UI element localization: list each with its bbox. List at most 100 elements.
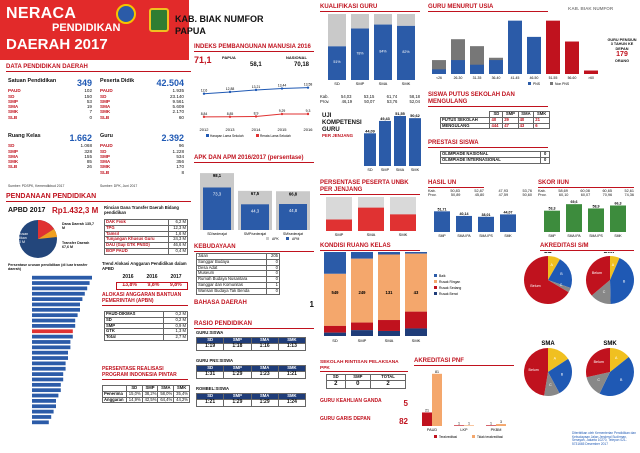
kualifikasi-value: 51% xyxy=(333,60,341,64)
pnf-value: 1 xyxy=(468,421,470,425)
guru-total: 2.392 xyxy=(161,133,184,143)
rasio-head: SMK xyxy=(277,393,307,400)
pie-slice xyxy=(599,357,634,396)
stat-label: SMA xyxy=(8,153,19,159)
ipm-value: 58,1 xyxy=(250,62,262,68)
kualifikasi-bar-high xyxy=(328,46,346,80)
ulang-value: 47 xyxy=(502,122,519,130)
score-value: 44,07 xyxy=(504,210,513,214)
score-bar xyxy=(456,215,472,232)
stat-value: 60 xyxy=(178,114,184,120)
kualifikasi-title: KUALIFIKASI GURU xyxy=(320,4,420,12)
stat-row: SD 150 xyxy=(8,94,92,99)
kualifikasi-bar-low xyxy=(328,14,346,47)
pie-slice xyxy=(523,348,548,396)
table-row: Jalan 205 xyxy=(195,253,280,260)
bar-chart-title: Persentase urusan pendidikan (di luar tr… xyxy=(8,263,88,272)
stat-row: SD 1.228 xyxy=(100,149,184,154)
rasio-value: 1:18 xyxy=(223,342,252,351)
pie-slice-transfer xyxy=(38,229,57,239)
legend-label: Harapan Lama Sekolah xyxy=(210,134,244,138)
skor-kab: 52,61 xyxy=(624,189,634,193)
akreditasi-title: AKREDITASI S/M xyxy=(540,243,634,251)
table-cell: 1,3 M xyxy=(162,328,189,336)
apk-category: SM/sederajat xyxy=(283,232,303,236)
kondisi-bar-chart: 549 SD 249 SMP 131 SMA 43 SMK Baik Rusak Ringan Ru… xyxy=(324,252,461,343)
kondisi-category: SD xyxy=(332,338,338,343)
ulang-value: 43 xyxy=(517,122,535,130)
usia-category: >60 xyxy=(588,76,594,80)
bahasa-section: BAHASA DAERAH 1 xyxy=(194,300,314,309)
pie-slice-label: Belum xyxy=(592,271,602,275)
stat-label: SMK xyxy=(8,109,19,115)
trend-years: 2016 2016 2017 xyxy=(116,274,188,281)
rasio-sub: GURU PNS:SISWA xyxy=(196,358,233,363)
legend-swatch xyxy=(434,280,437,283)
pie-label-non-urusan: Non Urusan Pendidikan 1.229,0 M xyxy=(9,232,29,245)
uji-kab-value: 58,18 xyxy=(409,94,420,99)
score-value: 40,14 xyxy=(460,212,469,216)
peserta-total: 42.504 xyxy=(156,78,184,88)
region-logo-icon xyxy=(149,8,169,32)
ipm-data-label: 9,3 xyxy=(306,109,311,113)
table-cell: 35,4% xyxy=(173,390,190,398)
table-cell: Anggaran xyxy=(102,396,127,404)
pie-title: SMA xyxy=(541,341,555,347)
kualifikasi-category: SMP xyxy=(356,81,365,86)
percentage-bar xyxy=(32,399,56,403)
score-value: 53,3 xyxy=(549,207,556,211)
stat-label: SMP xyxy=(8,98,18,104)
putus-section: SISWA PUTUS SEKOLAH DAN MENGULANG xyxy=(428,92,548,107)
uji-category: SD xyxy=(367,168,373,172)
stat-label: SD xyxy=(100,93,107,99)
stat-row: SMK 170 xyxy=(100,164,184,169)
kebudayaan-title: KEBUDAYAAN xyxy=(194,244,314,252)
score-category: SMA IPS xyxy=(589,234,603,238)
bantuan-title: ALOKASI ANGGARAN BANTUAN PEMERINTAH (APB… xyxy=(102,292,188,306)
pnf-bar xyxy=(496,424,506,426)
table-cell: 0 xyxy=(266,258,280,266)
pnf-bar xyxy=(422,412,432,426)
table-cell: 42,5% xyxy=(141,396,159,404)
usia-category: 41-45 xyxy=(511,76,520,80)
percentage-bar xyxy=(32,340,71,344)
kondisi-segment xyxy=(351,322,373,331)
putus-label: PUTUS SEKOLAH xyxy=(439,116,491,124)
table-row: Penerima 15,0% 38,2% 58,0% 35,4% xyxy=(102,390,190,398)
skor-bar-chart: 53,3 SMP 69,6 SMA IPA 58,9 SMA IPS 66,3 SMK xyxy=(544,200,626,238)
percentage-bar xyxy=(32,329,73,334)
uji-row-label: Prov. xyxy=(320,98,330,104)
rintisan-section: SEKOLAH RINTISAN PELAKSANA PPK xyxy=(320,360,408,373)
ipm-x-tick: 2012 xyxy=(200,127,210,132)
stat-label: SMP xyxy=(100,153,110,159)
kondisi-segment xyxy=(324,273,346,326)
ipm-data-label: 8,84 xyxy=(201,112,208,116)
region-name: KAB. BIAK NUMFOR xyxy=(175,14,264,24)
pnf-value: 21 xyxy=(425,408,429,412)
ipm-data-label: 13,44 xyxy=(278,84,287,88)
pie-slice-label: B xyxy=(560,272,563,276)
percentage-bar xyxy=(32,356,68,360)
skor-kab: 60,08 xyxy=(580,189,590,193)
garis-value: 82 xyxy=(399,417,408,426)
unbk-bar-chart: SMP SMA SMK xyxy=(326,197,416,237)
legend-swatch xyxy=(266,237,269,240)
pnf-value: 81 xyxy=(435,370,439,374)
unbk-category: SMA xyxy=(367,232,376,237)
stat-value: 102 xyxy=(84,88,92,94)
table-row: Desa Adat 0 xyxy=(195,264,280,272)
legend-swatch xyxy=(434,286,437,289)
kondisi-segment xyxy=(324,332,346,336)
rasio-value: 1:13 xyxy=(277,342,307,351)
prestasi-value: 0 xyxy=(540,156,550,164)
pie-slice-label: A xyxy=(612,263,615,267)
kondisi-category: SMP xyxy=(358,338,367,343)
ipm-data-label: 13,21 xyxy=(252,85,261,89)
table-cell: 1 xyxy=(266,282,280,289)
satuan-label: Satuan Pendidikan xyxy=(8,78,57,84)
satuan-rows: PAUD 102 SD 150 SMP 53 SMA 19 SMK 7 SLB 0 xyxy=(8,88,92,120)
unbk-title: PERSENTASE PESERTA UNBK PER JENJANG xyxy=(320,180,420,195)
uji-category: SMP xyxy=(381,168,390,172)
title-line1: NERACA xyxy=(6,5,77,22)
prestasi-table: OLIMPIADE NASIONAL 0 OLIMPIADE INTERNASIO… xyxy=(439,151,550,164)
